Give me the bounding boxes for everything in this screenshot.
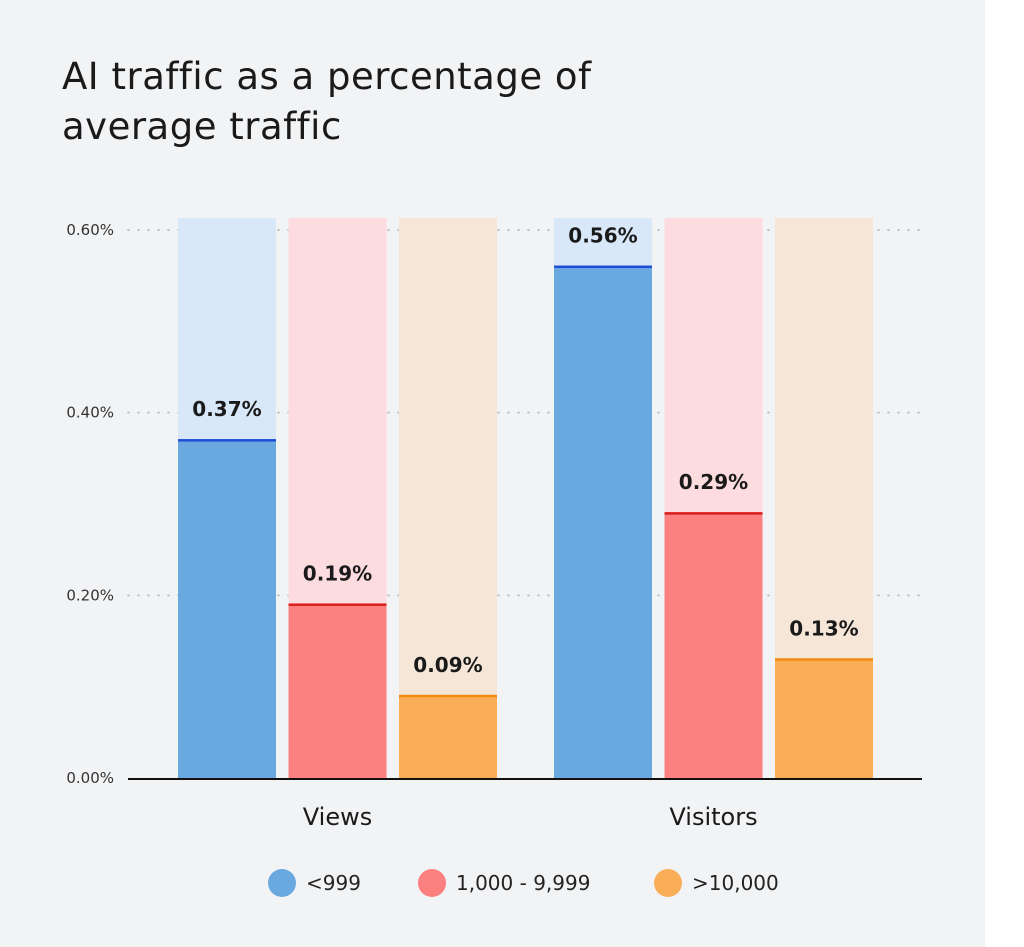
y-tick-label: 0.00%	[66, 769, 114, 787]
legend-swatch	[654, 869, 682, 897]
legend-swatch	[418, 869, 446, 897]
data-label: 0.29%	[679, 470, 748, 494]
bar	[775, 659, 873, 778]
y-tick-label: 0.40%	[66, 404, 114, 422]
data-label: 0.13%	[789, 616, 858, 640]
chart-title: AI traffic as a percentage of average tr…	[62, 52, 622, 152]
bar-top-line	[178, 439, 276, 442]
data-label: 0.56%	[568, 224, 637, 248]
data-label: 0.19%	[303, 561, 372, 585]
x-category-label: Visitors	[669, 803, 757, 831]
legend-label: >10,000	[692, 871, 779, 895]
bar	[554, 266, 652, 778]
bar	[664, 513, 763, 778]
bar	[399, 695, 497, 778]
x-category-label: Views	[303, 803, 372, 831]
bar-top-line	[288, 603, 387, 606]
data-label: 0.09%	[413, 653, 482, 677]
bar-top-line	[775, 658, 873, 661]
bar-top-line	[664, 512, 763, 515]
y-tick-label: 0.60%	[66, 221, 114, 239]
bar	[178, 440, 276, 778]
data-label: 0.37%	[192, 397, 261, 421]
chart-title-text: AI traffic as a percentage of average tr…	[62, 55, 592, 148]
y-tick-label: 0.20%	[66, 586, 114, 604]
bar-top-line	[554, 265, 652, 269]
legend-label: <999	[306, 871, 361, 895]
legend-swatch	[268, 869, 296, 897]
legend-label: 1,000 - 9,999	[456, 871, 590, 895]
bar	[288, 604, 387, 778]
bar-track	[399, 218, 497, 778]
bar-top-line	[399, 694, 497, 698]
